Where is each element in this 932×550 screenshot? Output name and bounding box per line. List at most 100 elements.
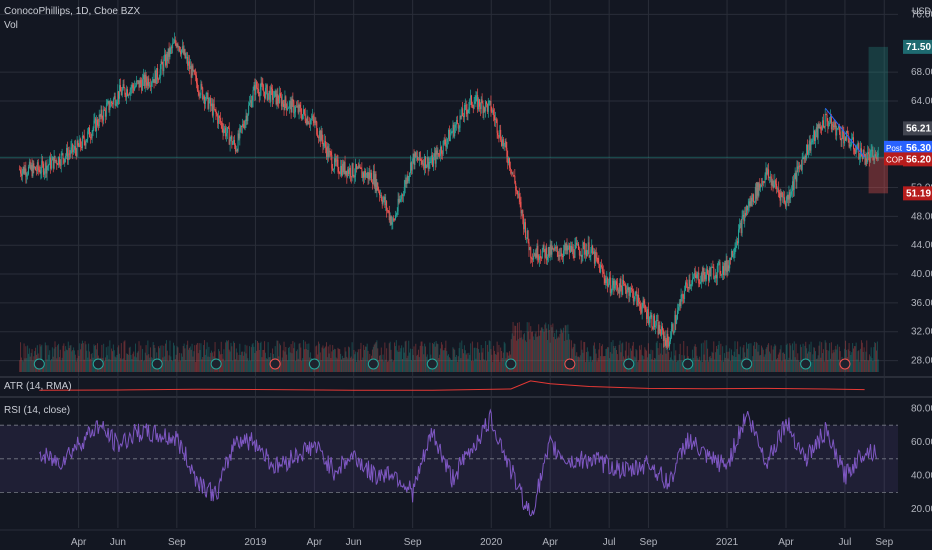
volume-bar <box>134 356 136 372</box>
volume-bar <box>861 342 863 372</box>
symbol-title[interactable]: ConocoPhillips, 1D, Cboe BZX <box>4 6 141 17</box>
candle-body <box>201 83 203 88</box>
volume-bar <box>552 323 554 372</box>
volume-bar <box>534 333 536 372</box>
volume-bar <box>62 345 64 372</box>
candle-body <box>466 110 468 114</box>
volume-bar <box>464 350 466 372</box>
volume-bar <box>234 359 236 372</box>
candle-body <box>807 144 809 155</box>
volume-bar <box>488 340 490 372</box>
candle-body <box>816 127 818 138</box>
volume-bar <box>330 357 332 372</box>
volume-bar <box>28 348 30 372</box>
candle-body <box>795 172 797 182</box>
volume-bar <box>442 350 444 372</box>
volume-bar <box>798 360 800 372</box>
candle-body <box>154 70 156 83</box>
volume-bar <box>758 344 760 372</box>
volume-bar <box>718 341 720 372</box>
volume-bar <box>318 341 320 372</box>
candle-body <box>75 150 77 157</box>
atr-label[interactable]: ATR (14, RMA) <box>4 381 72 392</box>
candle-body <box>814 130 816 141</box>
candle-body <box>378 190 380 192</box>
candle-body <box>573 256 575 258</box>
candle-body <box>217 115 219 124</box>
volume-bar <box>230 342 232 372</box>
volume-bar <box>241 351 243 372</box>
volume-bar <box>853 346 855 372</box>
volume-bar <box>773 346 775 372</box>
candle-body <box>139 80 141 88</box>
volume-bar <box>612 340 614 372</box>
volume-bar <box>826 350 828 372</box>
volume-bar <box>601 344 603 372</box>
candle-body <box>211 103 213 107</box>
volume-bar <box>555 339 557 372</box>
candle-body <box>768 169 770 178</box>
volume-bar <box>348 346 350 372</box>
candle-body <box>577 243 579 245</box>
candle-body <box>715 274 717 279</box>
volume-bar <box>233 341 235 372</box>
volume-bar <box>642 356 644 372</box>
candle-body <box>785 201 787 207</box>
volume-bar <box>743 345 745 372</box>
candle-body <box>787 195 789 200</box>
volume-bar <box>817 355 819 372</box>
volume-bar <box>640 344 642 372</box>
volume-label[interactable]: Vol <box>4 20 18 31</box>
volume-bar <box>765 348 767 372</box>
candle-body <box>538 259 540 261</box>
candle-body <box>218 116 220 118</box>
volume-bar <box>638 360 640 372</box>
candle-body <box>384 197 386 206</box>
candle-body <box>30 165 32 169</box>
volume-bar <box>249 346 251 372</box>
volume-bar <box>732 356 734 372</box>
candle-body <box>356 167 358 169</box>
symbol-tag: COP <box>886 155 903 164</box>
volume-bar <box>192 356 194 372</box>
candle-body <box>600 265 602 273</box>
volume-bar <box>346 356 348 372</box>
candle-body <box>636 291 638 306</box>
candle-body <box>458 127 460 129</box>
candle-body <box>730 258 732 260</box>
volume-bar <box>295 360 297 372</box>
volume-bar <box>639 349 641 372</box>
rsi-label[interactable]: RSI (14, close) <box>4 405 71 416</box>
volume-bar <box>671 359 673 372</box>
volume-bar <box>190 349 192 372</box>
candle-body <box>297 105 299 113</box>
candle-body <box>424 156 426 169</box>
volume-bar <box>547 339 549 372</box>
candle-body <box>490 100 492 112</box>
volume-bar <box>493 350 495 372</box>
candle-body <box>270 87 272 102</box>
candle-body <box>131 84 133 89</box>
volume-bar <box>287 360 289 372</box>
volume-bar <box>289 352 291 372</box>
candle-body <box>724 262 726 271</box>
volume-bar <box>78 355 80 372</box>
volume-bar <box>490 349 492 372</box>
candle-body <box>150 82 152 87</box>
candle-body <box>499 129 501 137</box>
candle-body <box>338 171 340 174</box>
volume-bar <box>238 354 240 372</box>
volume-bar <box>753 341 755 372</box>
volume-bar <box>865 351 867 372</box>
candle-body <box>715 274 717 279</box>
volume-bar <box>500 347 502 372</box>
volume-bar <box>860 340 862 372</box>
volume-bar <box>869 356 871 372</box>
volume-bar <box>866 340 868 372</box>
volume-bar <box>485 341 487 372</box>
volume-bar <box>714 359 716 372</box>
volume-bar <box>871 357 873 372</box>
volume-bar <box>73 350 75 372</box>
volume-bar <box>548 329 550 372</box>
